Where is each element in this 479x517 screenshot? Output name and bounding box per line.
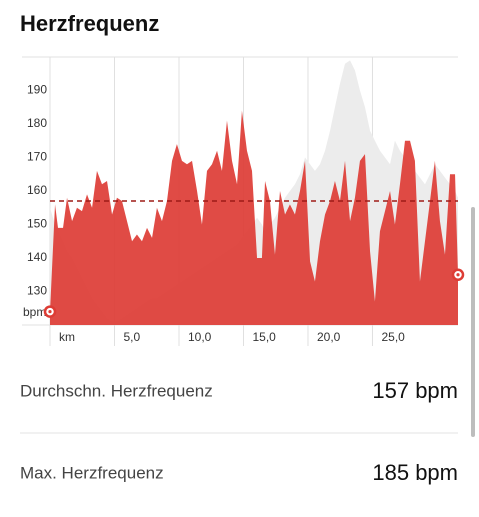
scrollbar[interactable] — [471, 207, 475, 437]
x-tick-label: 15,0 — [252, 330, 276, 344]
y-unit: bpm — [23, 305, 46, 319]
stat-label: Max. Herzfrequenz — [20, 463, 164, 482]
y-tick-label: 180 — [27, 116, 47, 130]
y-tick-label: 140 — [27, 250, 47, 264]
x-tick-label: 5,0 — [123, 330, 140, 344]
area — [50, 110, 458, 325]
x-tick-label: 25,0 — [381, 330, 405, 344]
x-tick-label: 10,0 — [188, 330, 212, 344]
y-tick-label: 130 — [27, 284, 47, 298]
stat-value: 185 bpm — [372, 460, 458, 485]
chart: km 5,0 10,0 15,0 20,0 25,0 130 140 150 160 170 180 1… — [22, 56, 465, 346]
y-tick-label: 170 — [27, 150, 47, 164]
y-tick-label: 190 — [27, 83, 47, 97]
x-tick-label: 20,0 — [317, 330, 341, 344]
end-marker-dot — [48, 310, 52, 314]
title: Herzfrequenz — [20, 11, 159, 36]
stat-value: 157 bpm — [372, 378, 458, 403]
y-tick-label: 150 — [27, 217, 47, 231]
y-tick-label: 160 — [27, 183, 47, 197]
end-marker-dot — [456, 273, 460, 277]
stat-label: Durchschn. Herzfrequenz — [20, 381, 213, 400]
x-tick-label: km — [59, 330, 75, 344]
